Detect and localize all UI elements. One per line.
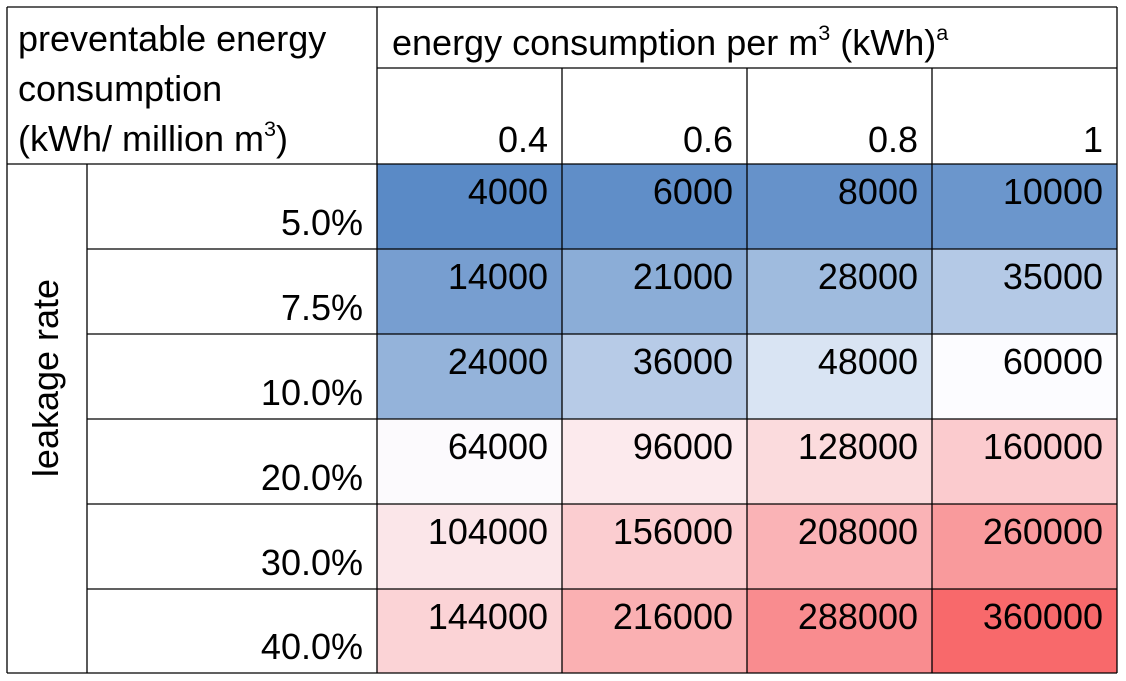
heatmap-cell-value: 28000 <box>817 256 918 297</box>
heatmap-cell-fill <box>562 419 747 504</box>
heatmap-cell-value: 144000 <box>427 596 548 637</box>
heatmap-cell-value: 160000 <box>982 426 1103 467</box>
heatmap-cell-value: 6000 <box>652 171 733 212</box>
heatmap-cell-value: 104000 <box>427 511 548 552</box>
heatmap-cell-fill <box>747 589 932 673</box>
heatmap-cell-fill <box>377 334 562 419</box>
heatmap-cell-fill <box>932 164 1117 249</box>
heatmap-cell-value: 156000 <box>612 511 733 552</box>
corner-label-superscript: 3 <box>264 116 277 141</box>
row-label: 20.0% <box>260 457 363 498</box>
row-axis-label: leakage rate <box>25 278 66 478</box>
heatmap-cell-fill <box>562 589 747 673</box>
heatmap-cell-fill <box>747 249 932 334</box>
column-label: 0.6 <box>682 119 733 160</box>
column-label: 1 <box>1082 119 1103 160</box>
heatmap-cell-value: 14000 <box>447 256 548 297</box>
heatmap-cell-fill <box>932 249 1117 334</box>
heatmap-cell-value: 48000 <box>817 341 918 382</box>
heatmap-cell-fill <box>377 164 562 249</box>
heatmap-cell-value: 96000 <box>632 426 733 467</box>
row-label: 30.0% <box>260 542 363 583</box>
corner-label-unit: (kWh/ million m <box>18 118 265 159</box>
heatmap-cell-fill <box>932 504 1117 589</box>
heatmap-cell-value: 360000 <box>982 596 1103 637</box>
heatmap-cell-value: 8000 <box>837 171 918 212</box>
heatmap-cell-fill <box>747 419 932 504</box>
row-label: 10.0% <box>260 372 363 413</box>
corner-label-line1: preventable energy <box>18 18 327 59</box>
heatmap-cell-fill <box>747 504 932 589</box>
heatmap-cell-value: 24000 <box>447 341 548 382</box>
heatmap-cell-fill <box>932 334 1117 419</box>
heatmap-cell-value: 36000 <box>632 341 733 382</box>
heatmap-cell-value: 60000 <box>1002 341 1103 382</box>
column-header-unit: (kWh) <box>830 22 937 63</box>
corner-label-line3: (kWh/ million m3) <box>18 114 326 164</box>
column-header-superscript: 3 <box>818 20 831 45</box>
heatmap-cell-value: 64000 <box>447 426 548 467</box>
row-label: 5.0% <box>280 202 363 243</box>
heatmap-cell-value: 10000 <box>1002 171 1103 212</box>
heatmap-cell-value: 288000 <box>797 596 918 637</box>
corner-label: preventable energy consumption (kWh/ mil… <box>18 14 326 164</box>
heatmap-cell-value: 216000 <box>612 596 733 637</box>
heatmap-cell-fill <box>377 504 562 589</box>
heatmap-cell-fill <box>562 164 747 249</box>
heatmap-cell-value: 260000 <box>982 511 1103 552</box>
row-label: 40.0% <box>260 626 363 667</box>
heatmap-cell-fill <box>377 249 562 334</box>
column-header-text: energy consumption per m <box>392 22 819 63</box>
heatmap-cell-fill <box>932 589 1117 673</box>
heatmap-cell-value: 128000 <box>797 426 918 467</box>
heatmap-cell-value: 4000 <box>467 171 548 212</box>
heatmap-cell-fill <box>747 164 932 249</box>
heatmap-cell-fill <box>562 249 747 334</box>
heatmap-cell-fill <box>377 419 562 504</box>
column-header-footnote: a <box>936 20 949 45</box>
corner-label-line2: consumption <box>18 68 223 109</box>
heatmap-cell-fill <box>562 334 747 419</box>
heatmap-cell-fill <box>377 589 562 673</box>
row-label: 7.5% <box>280 287 363 328</box>
column-header: energy consumption per m3 (kWh)a <box>392 18 948 68</box>
column-label: 0.4 <box>497 119 548 160</box>
heatmap-cell-fill <box>562 504 747 589</box>
heatmap-cell-value: 208000 <box>797 511 918 552</box>
column-label: 0.8 <box>867 119 918 160</box>
heatmap-cell-value: 21000 <box>632 256 733 297</box>
heatmap-cell-fill <box>932 419 1117 504</box>
heatmap-cell-fill <box>747 334 932 419</box>
heatmap-cell-value: 35000 <box>1002 256 1103 297</box>
corner-label-close: ) <box>276 118 289 159</box>
